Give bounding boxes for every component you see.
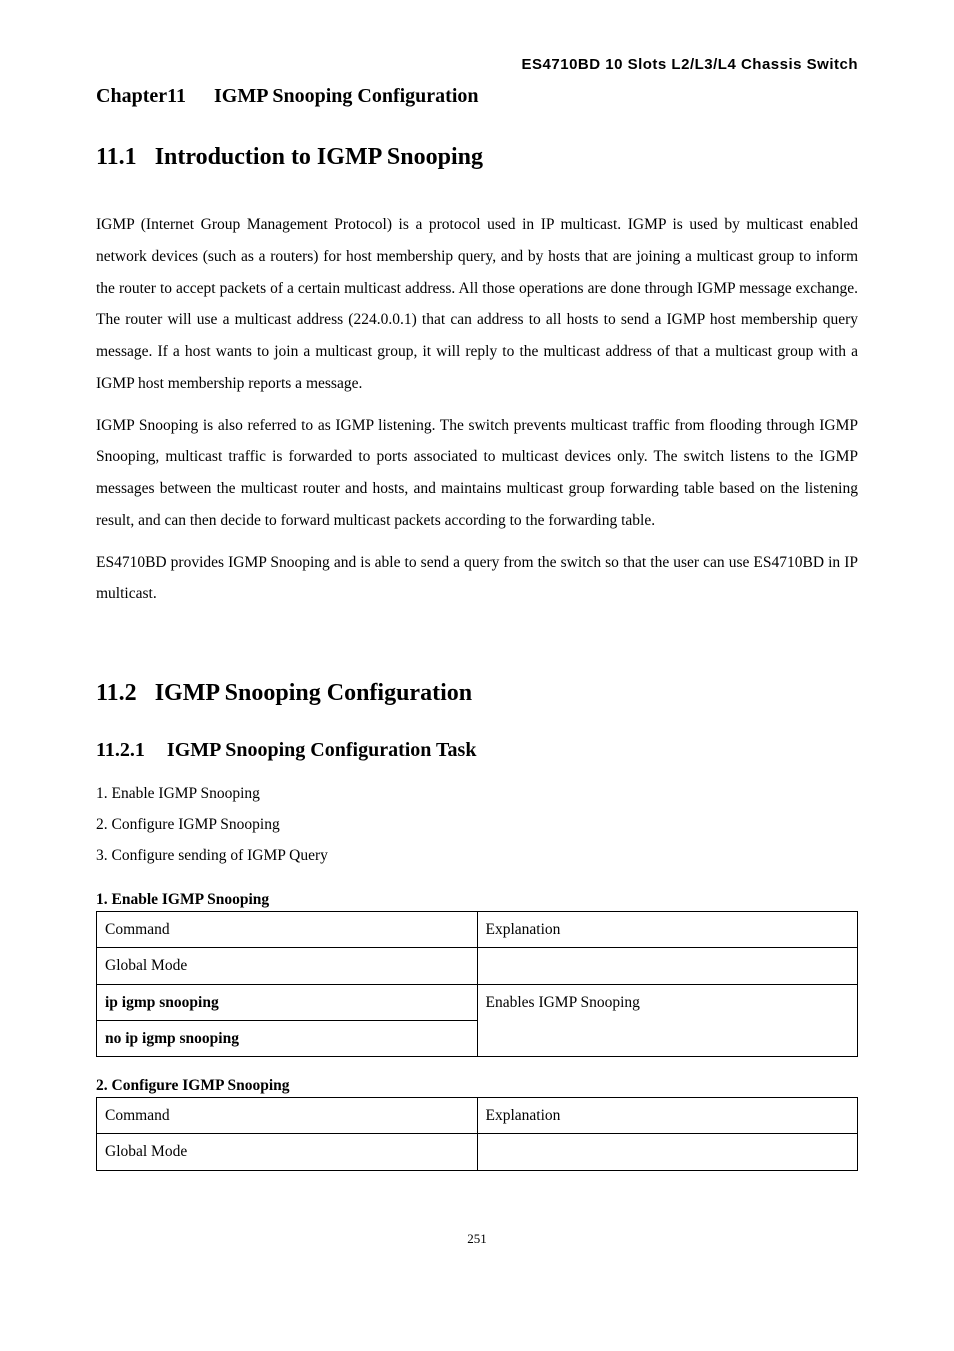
table-cell: Enables IGMP Snooping xyxy=(477,984,858,1057)
section-title: IGMP Snooping Configuration xyxy=(155,680,472,706)
chapter-title: Chapter11 IGMP Snooping Configuration xyxy=(96,85,858,108)
table-cell: Global Mode xyxy=(97,948,478,984)
section-11-1-heading: 11.1 Introduction to IGMP Snooping xyxy=(96,144,858,171)
paragraph: IGMP (Internet Group Management Protocol… xyxy=(96,209,858,400)
table-caption: 1. Enable IGMP Snooping xyxy=(96,891,858,909)
page-number: 251 xyxy=(96,1231,858,1247)
chapter-number: Chapter11 xyxy=(96,85,186,107)
section-number: 11.1 xyxy=(96,144,137,170)
subsection-title: IGMP Snooping Configuration Task xyxy=(167,739,477,761)
table-row: Command Explanation xyxy=(97,1098,858,1134)
paragraph: IGMP Snooping is also referred to as IGM… xyxy=(96,410,858,537)
page: ES4710BD 10 Slots L2/L3/L4 Chassis Switc… xyxy=(0,0,954,1287)
section-11-2-heading: 11.2 IGMP Snooping Configuration xyxy=(96,680,858,707)
table-cell: ip igmp snooping xyxy=(97,984,478,1020)
table-row: Global Mode xyxy=(97,948,858,984)
running-header: ES4710BD 10 Slots L2/L3/L4 Chassis Switc… xyxy=(96,56,858,73)
list-item: 2. Configure IGMP Snooping xyxy=(96,809,858,840)
list-item: 1. Enable IGMP Snooping xyxy=(96,778,858,809)
table-row: Command Explanation xyxy=(97,912,858,948)
paragraph: ES4710BD provides IGMP Snooping and is a… xyxy=(96,547,858,611)
table-cell: Command xyxy=(97,1098,478,1134)
table-row: ip igmp snooping Enables IGMP Snooping xyxy=(97,984,858,1020)
table-cell xyxy=(477,948,858,984)
table-cell: Command xyxy=(97,912,478,948)
table-cell: Explanation xyxy=(477,912,858,948)
table-cell: no ip igmp snooping xyxy=(97,1020,478,1056)
table-cell xyxy=(477,1134,858,1170)
chapter-title-text: IGMP Snooping Configuration xyxy=(214,85,479,107)
table-enable-igmp: Command Explanation Global Mode ip igmp … xyxy=(96,911,858,1057)
table-cell: Explanation xyxy=(477,1098,858,1134)
subsection-number: 11.2.1 xyxy=(96,739,145,761)
table-cell: Global Mode xyxy=(97,1134,478,1170)
section-title: Introduction to IGMP Snooping xyxy=(155,144,483,170)
list-item: 3. Configure sending of IGMP Query xyxy=(96,840,858,871)
section-11-2-1-heading: 11.2.1 IGMP Snooping Configuration Task xyxy=(96,739,858,762)
table-caption: 2. Configure IGMP Snooping xyxy=(96,1077,858,1095)
table-configure-igmp: Command Explanation Global Mode xyxy=(96,1097,858,1171)
section-number: 11.2 xyxy=(96,680,137,706)
table-row: Global Mode xyxy=(97,1134,858,1170)
